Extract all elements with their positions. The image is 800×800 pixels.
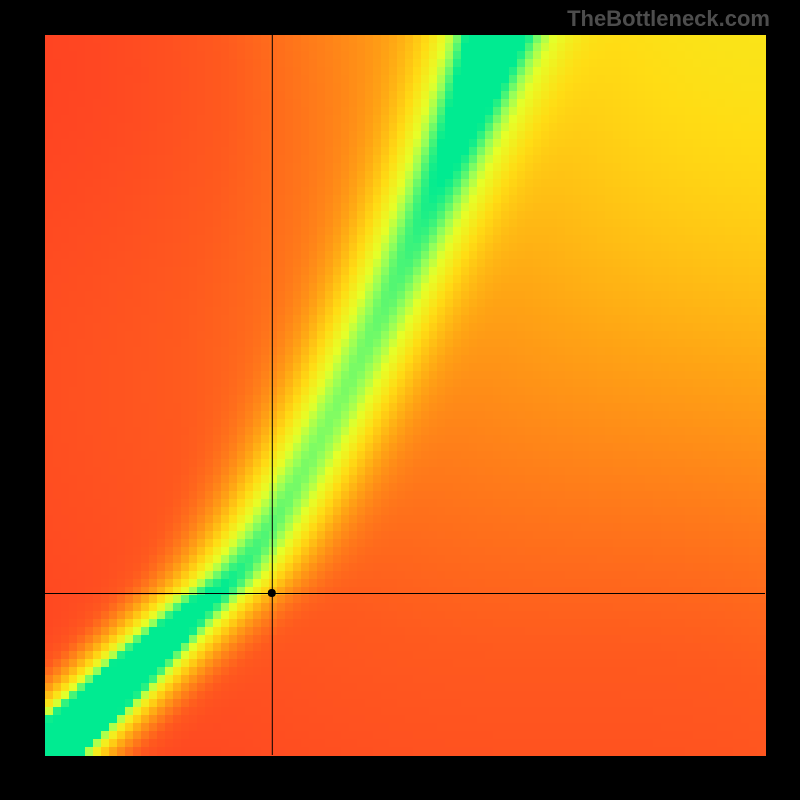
watermark-text: TheBottleneck.com <box>567 6 770 32</box>
chart-container: TheBottleneck.com <box>0 0 800 800</box>
bottleneck-heatmap <box>0 0 800 800</box>
